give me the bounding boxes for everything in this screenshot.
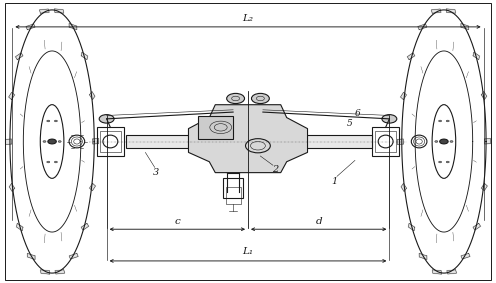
Polygon shape xyxy=(89,91,95,100)
Circle shape xyxy=(435,141,438,142)
Text: 6: 6 xyxy=(354,109,360,118)
Circle shape xyxy=(438,161,441,163)
Text: d: d xyxy=(315,217,322,226)
Polygon shape xyxy=(419,253,427,260)
Polygon shape xyxy=(407,53,415,60)
Polygon shape xyxy=(69,253,78,259)
Polygon shape xyxy=(461,253,470,259)
Polygon shape xyxy=(400,92,407,100)
Text: 2: 2 xyxy=(272,165,278,174)
Text: L₂: L₂ xyxy=(243,14,253,23)
Polygon shape xyxy=(26,24,35,30)
Polygon shape xyxy=(401,183,407,192)
Bar xyxy=(226,187,241,204)
Bar xyxy=(223,178,243,198)
Polygon shape xyxy=(446,9,456,13)
Polygon shape xyxy=(69,23,77,30)
Polygon shape xyxy=(481,91,487,100)
Bar xyxy=(372,127,399,156)
Polygon shape xyxy=(5,139,11,145)
Bar xyxy=(126,135,191,148)
Circle shape xyxy=(47,161,50,163)
Circle shape xyxy=(450,141,453,142)
Circle shape xyxy=(227,93,245,104)
Polygon shape xyxy=(9,183,15,192)
Circle shape xyxy=(58,141,61,142)
Polygon shape xyxy=(81,52,88,60)
Polygon shape xyxy=(447,270,457,274)
Polygon shape xyxy=(418,24,427,30)
Polygon shape xyxy=(93,138,99,144)
Bar xyxy=(375,131,396,152)
Circle shape xyxy=(55,161,58,163)
Bar xyxy=(100,131,121,152)
Polygon shape xyxy=(8,92,15,100)
Circle shape xyxy=(55,120,58,122)
Polygon shape xyxy=(188,105,308,173)
Polygon shape xyxy=(397,139,403,145)
Bar xyxy=(97,127,124,156)
Circle shape xyxy=(439,139,448,144)
Polygon shape xyxy=(408,223,415,231)
Polygon shape xyxy=(15,53,23,60)
Circle shape xyxy=(382,115,397,123)
Polygon shape xyxy=(89,183,96,191)
Circle shape xyxy=(47,120,50,122)
Polygon shape xyxy=(485,138,491,144)
Circle shape xyxy=(438,120,441,122)
Bar xyxy=(305,135,372,148)
Polygon shape xyxy=(461,23,469,30)
Polygon shape xyxy=(431,9,441,13)
Bar xyxy=(198,116,233,139)
Text: 3: 3 xyxy=(153,168,159,177)
Polygon shape xyxy=(473,52,480,60)
Polygon shape xyxy=(481,183,488,191)
Circle shape xyxy=(446,161,449,163)
Polygon shape xyxy=(432,270,441,274)
Polygon shape xyxy=(81,223,89,230)
Polygon shape xyxy=(473,223,481,230)
Text: 1: 1 xyxy=(332,177,338,186)
Polygon shape xyxy=(39,9,49,13)
Circle shape xyxy=(251,93,269,104)
Polygon shape xyxy=(55,9,64,13)
Text: c: c xyxy=(175,217,180,226)
Polygon shape xyxy=(40,270,50,274)
Circle shape xyxy=(446,120,449,122)
Circle shape xyxy=(43,141,46,142)
Circle shape xyxy=(48,139,56,144)
Circle shape xyxy=(99,115,114,123)
Polygon shape xyxy=(55,270,65,274)
Text: L₁: L₁ xyxy=(243,247,253,256)
Text: 5: 5 xyxy=(347,119,353,128)
Polygon shape xyxy=(16,223,23,231)
Polygon shape xyxy=(27,253,35,260)
